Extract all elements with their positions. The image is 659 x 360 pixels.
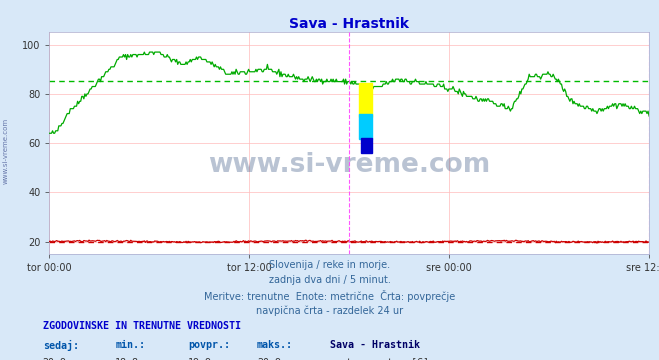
Text: min.:: min.:: [115, 340, 146, 350]
Text: sedaj:: sedaj:: [43, 340, 79, 351]
Text: 19,9: 19,9: [188, 358, 212, 360]
Text: 18,8: 18,8: [115, 358, 139, 360]
Text: Slovenija / reke in morje.: Slovenija / reke in morje.: [269, 260, 390, 270]
Text: zadnja dva dni / 5 minut.: zadnja dva dni / 5 minut.: [269, 275, 390, 285]
Text: Meritve: trenutne  Enote: metrične  Črta: povprečje: Meritve: trenutne Enote: metrične Črta: …: [204, 290, 455, 302]
Bar: [359, 114, 372, 139]
Text: ZGODOVINSKE IN TRENUTNE VREDNOSTI: ZGODOVINSKE IN TRENUTNE VREDNOSTI: [43, 321, 241, 331]
Title: Sava - Hrastnik: Sava - Hrastnik: [289, 17, 409, 31]
Text: temperatura[C]: temperatura[C]: [345, 358, 429, 360]
Text: 20,9: 20,9: [257, 358, 281, 360]
Text: povpr.:: povpr.:: [188, 340, 230, 350]
Text: Sava - Hrastnik: Sava - Hrastnik: [330, 340, 420, 350]
Bar: [359, 83, 372, 117]
Text: ■: ■: [331, 358, 343, 360]
Text: www.si-vreme.com: www.si-vreme.com: [2, 118, 9, 184]
Text: 20,9: 20,9: [43, 358, 67, 360]
Text: navpična črta - razdelek 24 ur: navpična črta - razdelek 24 ur: [256, 305, 403, 316]
Bar: [361, 138, 372, 153]
Text: maks.:: maks.:: [257, 340, 293, 350]
Text: www.si-vreme.com: www.si-vreme.com: [208, 152, 490, 178]
